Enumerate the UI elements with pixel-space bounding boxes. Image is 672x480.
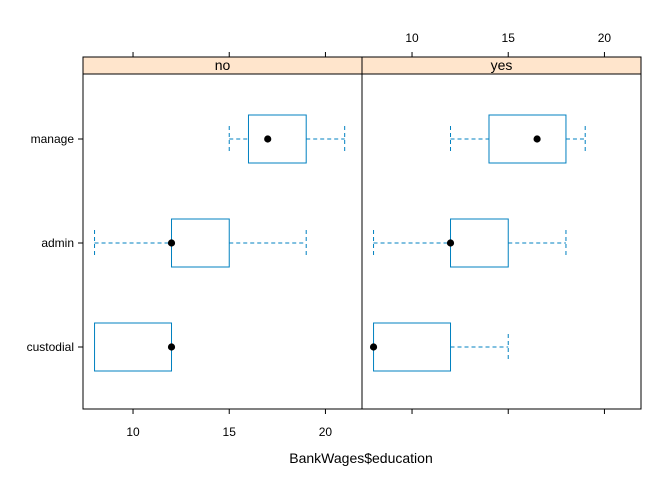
median-dot — [167, 343, 176, 351]
top-tick-label: 10 — [405, 31, 419, 45]
x-axis-title: BankWages$education — [289, 450, 432, 466]
panel-no: no — [82, 56, 363, 410]
bottom-tick-label: 10 — [126, 425, 140, 439]
box-iqr — [488, 114, 567, 164]
median-dot — [446, 239, 455, 247]
top-tick-label: 20 — [598, 31, 612, 45]
box-yes-custodial — [369, 322, 509, 372]
category-label-manage: manage — [31, 132, 75, 146]
box-iqr — [171, 218, 230, 268]
box-no-manage — [228, 114, 346, 164]
box-iqr — [94, 322, 173, 372]
median-dot — [167, 239, 176, 247]
strip-label: yes — [491, 57, 513, 73]
box-yes-admin — [373, 218, 567, 268]
box-iqr — [373, 322, 452, 372]
category-label-custodial: custodial — [27, 340, 74, 354]
box-no-admin — [94, 218, 307, 268]
bottom-tick-label: 15 — [223, 425, 237, 439]
bottom-axis: 10 15 20 — [126, 409, 605, 439]
category-labels: manage admin custodial — [27, 132, 83, 354]
box-yes-manage — [450, 114, 586, 164]
strip-label: no — [215, 57, 231, 73]
bottom-tick-label: 20 — [319, 425, 333, 439]
panel-frame — [361, 73, 642, 410]
panel-yes: yes — [361, 56, 642, 410]
median-dot — [264, 135, 272, 143]
box-iqr — [247, 114, 307, 164]
top-axis: 10 15 20 — [132, 31, 612, 57]
panel-frame — [82, 73, 363, 410]
box-iqr — [450, 218, 509, 268]
top-tick-label: 15 — [502, 31, 516, 45]
median-dot — [533, 135, 541, 143]
panels-group: no yes — [82, 56, 642, 410]
box-no-custodial — [94, 322, 176, 372]
category-label-admin: admin — [41, 236, 74, 250]
median-dot — [369, 343, 378, 351]
